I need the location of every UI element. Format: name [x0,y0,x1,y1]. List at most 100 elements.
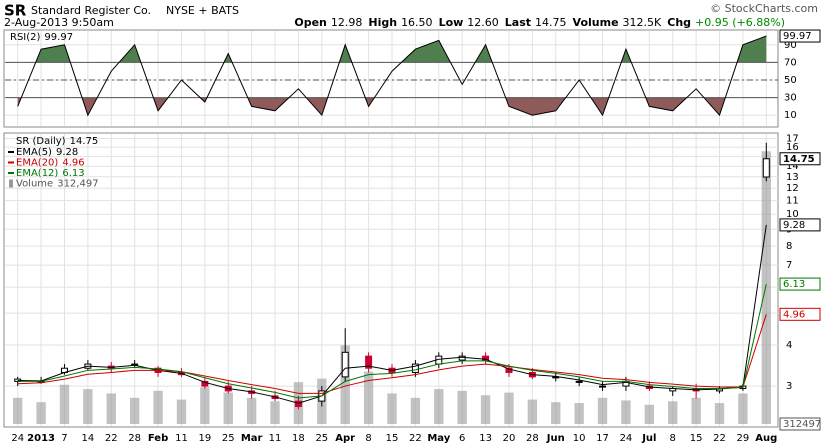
volume-bar [761,151,771,425]
volume-bar [387,393,397,424]
x-tick-label: 11 [175,433,188,444]
x-tick-label: 14 [82,433,95,444]
volume-bar [200,387,210,424]
volume-bar [13,397,23,424]
y-tick-label: 7 [786,260,792,271]
y-tick-label: 16 [786,142,799,153]
ema-line [17,224,767,404]
x-tick-label: 7 [61,433,67,444]
x-tick-label: May [427,433,450,444]
x-tick-label: 28 [128,433,141,444]
volume-bar [223,392,233,424]
x-tick-label: Mar [241,433,263,444]
value-label: 99.97 [783,31,812,42]
rsi-oversold-area [17,97,767,116]
x-tick-label: 28 [526,433,539,444]
legend-value: 9.28 [56,147,78,158]
volume-bar [504,392,514,424]
value-box [779,277,821,291]
volume-bar [597,397,608,424]
volume-bar [153,390,163,424]
volume-bar [410,397,421,424]
quote-label: Low [439,16,464,29]
x-tick-label: 22 [105,433,118,444]
value-label: 9.28 [783,220,805,231]
value-box [779,152,821,166]
candle-body [575,380,583,383]
value-box [779,307,821,321]
y-tick-label: 90 [784,40,797,51]
volume-bar [36,402,46,424]
volume-bar [714,403,725,424]
value-label: 312497 [783,419,821,430]
quote-value: +0.95 (+6.88%) [695,16,785,29]
y-tick-label: 70 [784,57,797,68]
x-tick-label: Feb [148,433,168,444]
quote-label: Volume [573,16,619,29]
price-panel [3,132,779,428]
candle-body [411,363,419,373]
x-tick-label: 13 [479,433,492,444]
x-tick-label: 18 [292,433,305,444]
quote-label: High [368,16,397,29]
timestamp: 2-Aug-2013 9:50am [4,16,114,29]
candle-body [505,367,513,373]
exchange: NYSE + BATS [166,4,239,17]
x-tick-label: Apr [335,433,355,444]
volume-bar [691,397,701,424]
y-tick-label: 17 [786,133,799,144]
quote-value: 312.5K [623,16,662,29]
x-tick-label: 8 [670,433,676,444]
ema-line [17,283,767,399]
y-tick-label: 11 [786,196,799,207]
value-label: 4.96 [783,309,805,320]
x-tick-label: 19 [198,433,211,444]
volume-bar [129,397,140,424]
x-tick-label: 2013 [27,433,55,444]
x-tick-label: Aug [755,433,777,444]
x-tick-label: 22 [713,433,726,444]
volume-bar [176,399,187,424]
x-tick-label: 17 [596,433,609,444]
legend-name: Volume [16,179,53,190]
price-last: 14.75 [70,136,99,147]
y-tick-label: 30 [784,93,797,104]
legend-entry: Volume 312,497 [16,179,99,190]
volume-bar [106,393,116,424]
quote-value: 14.75 [535,16,567,29]
candle-body [365,355,373,369]
value-box [779,417,821,431]
legend-entry: EMA(5) 9.28 [16,147,78,158]
legend-swatch [9,179,13,188]
legend-name: EMA(5) [16,147,52,158]
volume-bar [644,404,655,424]
volume-bar [270,401,280,424]
credit: © StockCharts.com [710,2,818,15]
rsi-title: RSI(2) [10,32,41,43]
y-tick-label: 8 [786,241,792,252]
volume-bar [668,401,678,424]
y-tick-label: 12 [786,183,799,194]
rsi-panel [3,29,779,128]
legend-entry: EMA(20) 4.96 [16,158,85,169]
rsi-value: 99.97 [44,32,73,43]
value-label: 6.13 [783,279,805,290]
y-tick-label: 4 [786,340,792,351]
volume-bar [363,371,374,424]
volume-bar [551,402,561,424]
candle-body [599,385,607,388]
x-tick-label: 10 [573,433,586,444]
company: Standard Register Co. [31,4,151,17]
x-tick-label: 15 [386,433,399,444]
legend-name: EMA(12) [16,168,58,179]
candle-body [201,380,209,387]
legend-value: 6.13 [62,168,84,179]
price-legend: SR (Daily) 14.75 [16,136,98,147]
candle-body [458,355,466,361]
ema-line [17,314,767,394]
x-tick-label: 29 [737,433,750,444]
x-tick-label: 25 [222,433,235,444]
x-tick-label: Jul [641,433,656,444]
candle-body [341,351,349,378]
x-tick-label: 6 [459,433,465,444]
